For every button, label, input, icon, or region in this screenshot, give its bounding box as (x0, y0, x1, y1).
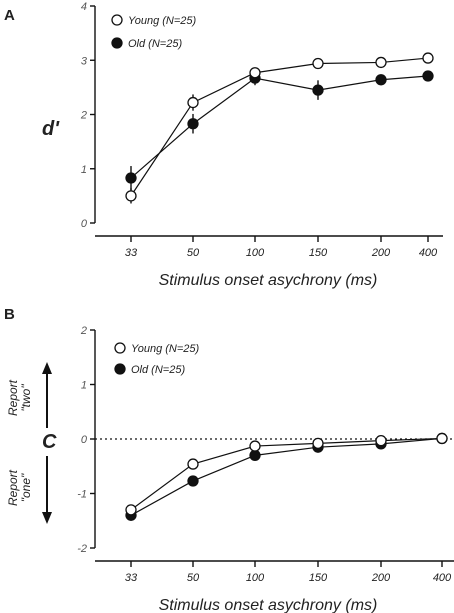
young-data-point (125, 504, 137, 516)
panel-label: A (4, 7, 15, 24)
report-one-label-line2: "one" (19, 473, 33, 502)
old-data-point (312, 84, 324, 96)
old-data-point (125, 172, 137, 184)
old-data-point (187, 475, 199, 487)
legend-label-young: Young (N=25) (128, 15, 197, 27)
y-tick-label: 3 (81, 55, 88, 67)
young-data-point (436, 432, 448, 445)
legend-label-young: Young (N=25) (131, 343, 200, 355)
series-line-young (130, 57, 429, 197)
report-two-label-line2: "two" (19, 384, 33, 412)
report-two-label-line1: Report (6, 379, 20, 416)
y-tick-label: -1 (77, 489, 87, 501)
y-tick-label: 2 (80, 325, 87, 337)
arrow-down-icon (42, 512, 52, 524)
y-tick-label: 0 (81, 218, 88, 230)
young-data-point (375, 434, 387, 447)
y-tick-label: 1 (81, 164, 87, 176)
panel-b: B -2 -1 0 1 2 33 50 100 150 200 400 Stimulus onset a… (4, 306, 454, 613)
x-tick-label: 50 (187, 247, 200, 259)
legend-marker-old (111, 37, 123, 49)
x-axis-title: Stimulus onset asychrony (ms) (159, 272, 378, 289)
x-tick-label: 100 (246, 247, 265, 259)
y-tick-label: 0 (81, 434, 88, 446)
y-axis-title: d' (42, 118, 60, 140)
x-tick-label: 50 (187, 572, 200, 584)
legend-marker-young (111, 14, 123, 26)
young-data-point (125, 190, 137, 202)
panel-label: B (4, 306, 15, 323)
panel-a: A 0 1 2 3 4 33 50 100 150 200 400 Stimulus onset asy… (4, 1, 443, 289)
old-data-point (187, 118, 199, 130)
x-tick-label: 200 (371, 247, 391, 259)
x-tick-label: 100 (246, 572, 265, 584)
old-data-point (375, 74, 387, 86)
young-data-point (312, 437, 324, 450)
young-data-point (249, 440, 261, 452)
arrow-up-icon (42, 362, 52, 374)
y-tick-label: -2 (77, 543, 87, 555)
report-one-label-line1: Report (6, 469, 20, 506)
old-data-point (249, 449, 261, 462)
legend-label-old: Old (N=25) (131, 364, 185, 376)
legend-marker-young (114, 342, 126, 354)
young-data-point (422, 52, 434, 64)
x-tick-label: 400 (433, 572, 452, 584)
y-tick-label: 2 (80, 110, 87, 122)
x-tick-label: 150 (309, 247, 328, 259)
young-data-point (187, 458, 199, 470)
old-data-point (422, 70, 434, 82)
legend-marker-old (114, 363, 126, 375)
x-tick-label: 150 (309, 572, 328, 584)
series-line-young (130, 437, 443, 511)
young-data-point (249, 67, 261, 79)
series-line-old (130, 437, 443, 516)
x-tick-label: 33 (125, 247, 138, 259)
x-tick-label: 400 (419, 247, 438, 259)
series-line-old (130, 75, 429, 179)
y-axis-title: C (42, 431, 57, 453)
x-axis-title: Stimulus onset asychrony (ms) (159, 597, 378, 613)
y-tick-label: 1 (81, 380, 87, 392)
young-data-point (312, 57, 324, 70)
legend-label-old: Old (N=25) (128, 38, 182, 50)
x-tick-label: 33 (125, 572, 138, 584)
young-data-point (187, 96, 199, 109)
x-tick-label: 200 (371, 572, 391, 584)
y-tick-label: 4 (81, 1, 87, 13)
young-data-point (375, 56, 387, 69)
